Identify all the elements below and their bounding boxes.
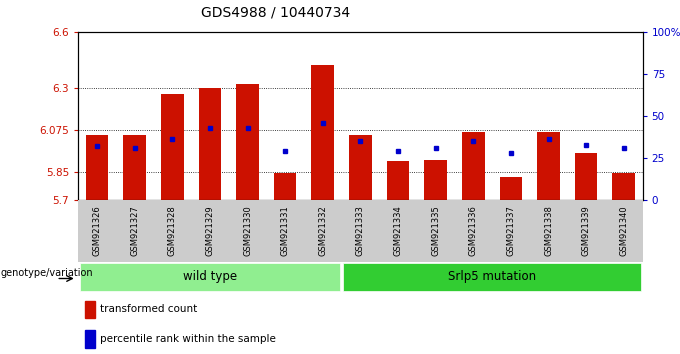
Text: GSM921328: GSM921328 (168, 205, 177, 256)
Bar (500, 177, 522, 200)
Text: GSM921335: GSM921335 (431, 205, 440, 256)
Text: GSM921336: GSM921336 (469, 205, 478, 256)
Bar (343, 263, 641, 291)
Text: GSM921333: GSM921333 (356, 205, 365, 256)
Bar (161, 93, 184, 200)
Text: percentile rank within the sample: percentile rank within the sample (100, 334, 276, 344)
Text: GSM921327: GSM921327 (130, 205, 139, 256)
Bar (613, 173, 635, 200)
Bar (424, 160, 447, 200)
Bar (575, 153, 598, 200)
Text: GSM921338: GSM921338 (544, 205, 553, 256)
Bar (123, 135, 146, 200)
Bar (236, 84, 259, 200)
Bar (85, 331, 95, 348)
Text: GDS4988 / 10440734: GDS4988 / 10440734 (201, 5, 350, 19)
Text: GSM921329: GSM921329 (205, 205, 214, 256)
Text: GSM921332: GSM921332 (318, 205, 327, 256)
Bar (274, 173, 296, 200)
Bar (349, 135, 372, 200)
Bar (86, 135, 108, 200)
Text: GSM921330: GSM921330 (243, 205, 252, 256)
Bar (80, 263, 340, 291)
Bar (199, 88, 221, 200)
Text: GSM921331: GSM921331 (281, 205, 290, 256)
Bar (311, 65, 334, 200)
Text: GSM921326: GSM921326 (92, 205, 101, 256)
Text: GSM921334: GSM921334 (394, 205, 403, 256)
Text: Srlp5 mutation: Srlp5 mutation (448, 270, 536, 283)
Text: GSM921339: GSM921339 (581, 205, 591, 256)
Bar (387, 161, 409, 200)
Bar (462, 132, 485, 200)
Bar (537, 132, 560, 200)
Text: GSM921340: GSM921340 (619, 205, 628, 256)
Bar (85, 301, 95, 318)
Text: transformed count: transformed count (100, 304, 197, 314)
Text: genotype/variation: genotype/variation (1, 268, 93, 279)
Text: GSM921337: GSM921337 (507, 205, 515, 256)
Text: wild type: wild type (183, 270, 237, 283)
